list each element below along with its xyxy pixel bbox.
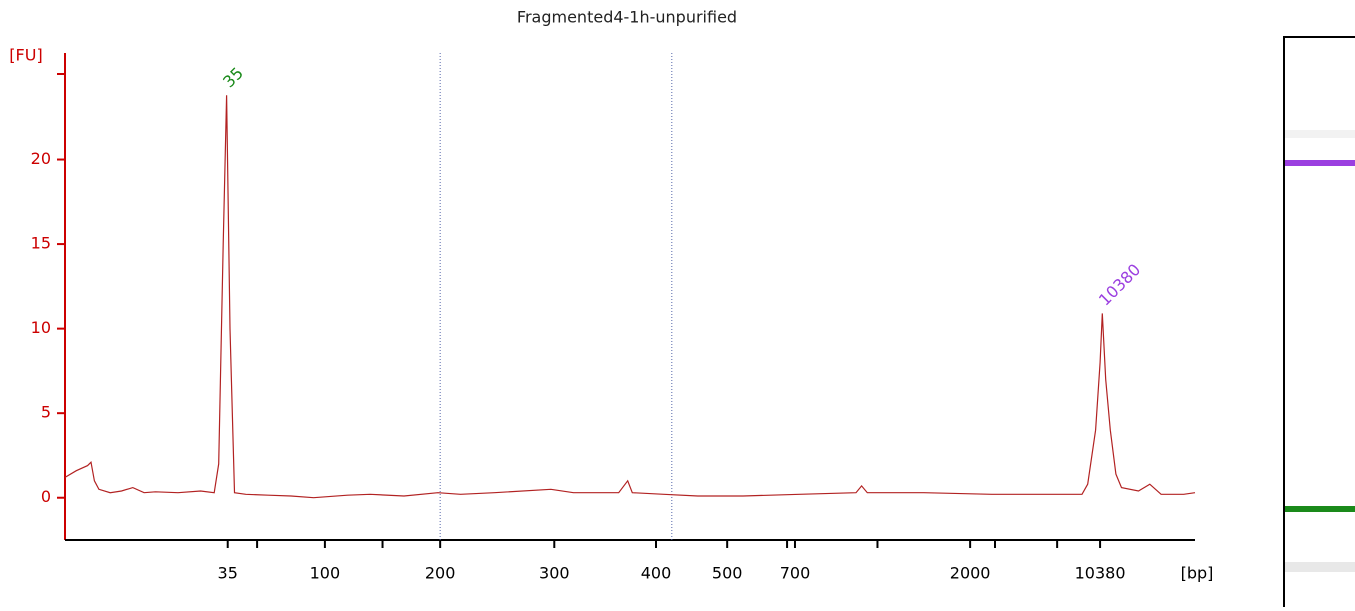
x-tick-label: 400 <box>641 564 672 583</box>
gel-band <box>1285 130 1355 138</box>
x-tick-label: 500 <box>712 564 743 583</box>
peak-label: 35 <box>219 63 247 91</box>
gel-band <box>1285 562 1355 572</box>
y-tick-label: 0 <box>41 487 51 506</box>
x-tick-label: 700 <box>780 564 811 583</box>
x-tick-label: 200 <box>425 564 456 583</box>
gel-upper-marker <box>1285 160 1355 166</box>
x-tick-label: 35 <box>218 564 238 583</box>
gel-frame <box>1283 36 1355 611</box>
y-tick-label: 10 <box>31 318 51 337</box>
x-tick-label: 100 <box>310 564 341 583</box>
x-tick-label: 10380 <box>1075 564 1126 583</box>
peak-label: 10380 <box>1095 260 1144 309</box>
chart-title: Fragmented4-1h-unpurified <box>517 8 737 27</box>
y-axis-label: [FU] <box>9 46 42 65</box>
y-tick-label: 5 <box>41 403 51 422</box>
y-tick-label: 20 <box>31 149 51 168</box>
trace <box>64 95 1196 499</box>
gel-lane <box>1283 36 1355 611</box>
x-tick-label: 300 <box>539 564 570 583</box>
y-tick-label: 15 <box>31 234 51 253</box>
x-axis-label: [bp] <box>1181 564 1214 583</box>
x-tick-label: 2000 <box>950 564 991 583</box>
gel-lower-marker <box>1285 506 1355 512</box>
